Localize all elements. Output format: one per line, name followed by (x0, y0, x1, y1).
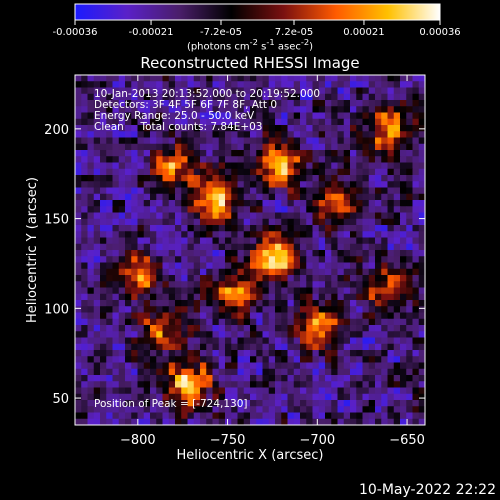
colorbar: -0.00036 -0.00021 -7.2e-05 7.2e-05 0.00021 0.… (53, 3, 461, 38)
footer-timestamp: 10-May-2022 22:22 (359, 482, 496, 498)
colorbar-tick-label: 0.00036 (419, 27, 460, 38)
y-axis-label: Heliocentric Y (arcsec) (25, 177, 40, 323)
info-annotations: 10-Jan-2013 20:13:52.000 to 20:19:52.000… (94, 88, 320, 410)
annotation-detectors: Detectors: 3F 4F 5F 6F 7F 8F, Att 0 (94, 99, 277, 111)
y-axis-ticks: 50 100 150 200 (44, 123, 425, 407)
colorbar-tick-label: -0.00021 (129, 27, 174, 38)
colorbar-tick-label: 0.00021 (343, 27, 384, 38)
y-tick-label: 200 (44, 123, 69, 138)
x-axis-ticks: −800 −750 −700 −650 (120, 75, 425, 448)
y-tick-label: 50 (52, 392, 69, 407)
x-tick-label: −750 (210, 433, 246, 448)
x-tick-label: −700 (299, 433, 335, 448)
heatmap-image (75, 75, 425, 425)
annotation-peak-position: Position of Peak = [-724,130] (94, 398, 248, 410)
colorbar-tick-label: -7.2e-05 (200, 27, 242, 38)
colorbar-unit-wrap: (photons cm-2 s-1 asec-2) (186, 37, 314, 53)
x-tick-label: −650 (389, 433, 425, 448)
colorbar-unit-label: (photons cm-2 s-1 asec-2) (186, 37, 314, 53)
colorbar-ticks: -0.00036 -0.00021 -7.2e-05 7.2e-05 0.00021 0.… (53, 20, 461, 38)
y-tick-label: 100 (44, 302, 69, 317)
chart-title: Reconstructed RHESSI Image (140, 54, 359, 72)
plot-frame (74, 74, 426, 426)
x-tick-label: −800 (120, 433, 156, 448)
annotation-clean: Clean Total counts: 7.84E+03 (94, 121, 263, 133)
colorbar-bar (74, 3, 441, 21)
annotation-time: 10-Jan-2013 20:13:52.000 to 20:19:52.000 (94, 88, 320, 100)
x-axis-label: Heliocentric X (arcsec) (177, 448, 324, 463)
y-tick-label: 150 (44, 213, 69, 228)
colorbar-tick-label: -0.00036 (53, 27, 98, 38)
colorbar-tick-label: 7.2e-05 (275, 27, 313, 38)
annotation-energy: Energy Range: 25.0 - 50.0 keV (94, 110, 255, 122)
